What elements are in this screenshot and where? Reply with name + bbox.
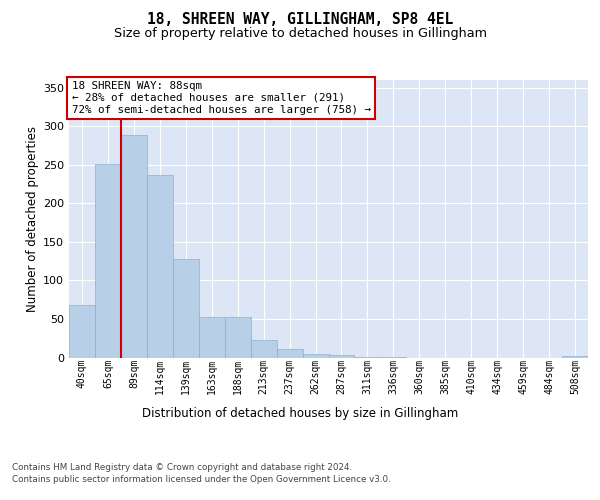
Text: 18, SHREEN WAY, GILLINGHAM, SP8 4EL: 18, SHREEN WAY, GILLINGHAM, SP8 4EL	[147, 12, 453, 28]
Bar	[251, 340, 277, 357]
Bar	[562, 356, 588, 358]
Text: Size of property relative to detached houses in Gillingham: Size of property relative to detached ho…	[113, 28, 487, 40]
Bar	[380, 356, 406, 358]
Bar	[225, 316, 251, 358]
Text: Contains HM Land Registry data © Crown copyright and database right 2024.: Contains HM Land Registry data © Crown c…	[12, 462, 352, 471]
Bar	[173, 259, 199, 358]
Text: 18 SHREEN WAY: 88sqm
← 28% of detached houses are smaller (291)
72% of semi-deta: 18 SHREEN WAY: 88sqm ← 28% of detached h…	[71, 82, 371, 114]
Bar	[302, 354, 329, 358]
Bar	[121, 136, 147, 358]
Text: Distribution of detached houses by size in Gillingham: Distribution of detached houses by size …	[142, 408, 458, 420]
Bar	[355, 356, 380, 358]
Bar	[329, 355, 355, 358]
Bar	[95, 164, 121, 358]
Text: Contains public sector information licensed under the Open Government Licence v3: Contains public sector information licen…	[12, 475, 391, 484]
Bar	[69, 305, 95, 358]
Bar	[199, 316, 224, 358]
Bar	[277, 349, 302, 358]
Y-axis label: Number of detached properties: Number of detached properties	[26, 126, 39, 312]
Bar	[147, 175, 173, 358]
